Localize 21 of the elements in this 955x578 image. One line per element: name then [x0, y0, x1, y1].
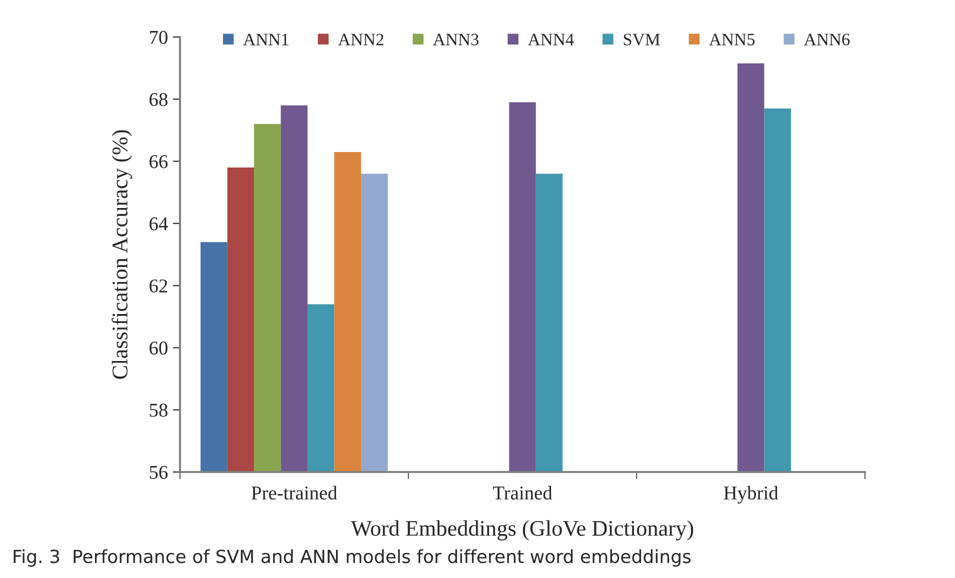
x-axis-title: Word Embeddings (GloVe Dictionary) [350, 520, 694, 540]
y-tick-label: 64 [150, 217, 168, 230]
legend-label: SVM [624, 34, 660, 46]
y-tick-label: 60 [150, 342, 168, 355]
legend-label: ANN4 [528, 34, 574, 46]
y-axis-title: Classification Accuracy (%) [112, 130, 132, 379]
x-tick-label: Pre-trained [252, 486, 338, 500]
y-tick-label: 62 [150, 279, 168, 293]
legend-label: ANN3 [433, 34, 479, 46]
x-tick-label: Hybrid [724, 486, 778, 504]
legend-label: ANN6 [804, 34, 850, 46]
y-tick-label: 70 [150, 30, 168, 44]
x-tick-label: Trained [492, 486, 552, 500]
legend-label: ANN1 [243, 34, 288, 46]
y-tick-label: 66 [150, 155, 168, 168]
caption: Fig. 3 Performance of SVM and ANN models for different word embeddings [14, 549, 691, 567]
y-tick-label: 56 [150, 466, 168, 479]
legend-label: ANN5 [709, 34, 755, 46]
legend-label: ANN2 [338, 34, 384, 46]
y-tick-label: 58 [150, 404, 168, 417]
y-tick-label: 68 [150, 92, 168, 106]
